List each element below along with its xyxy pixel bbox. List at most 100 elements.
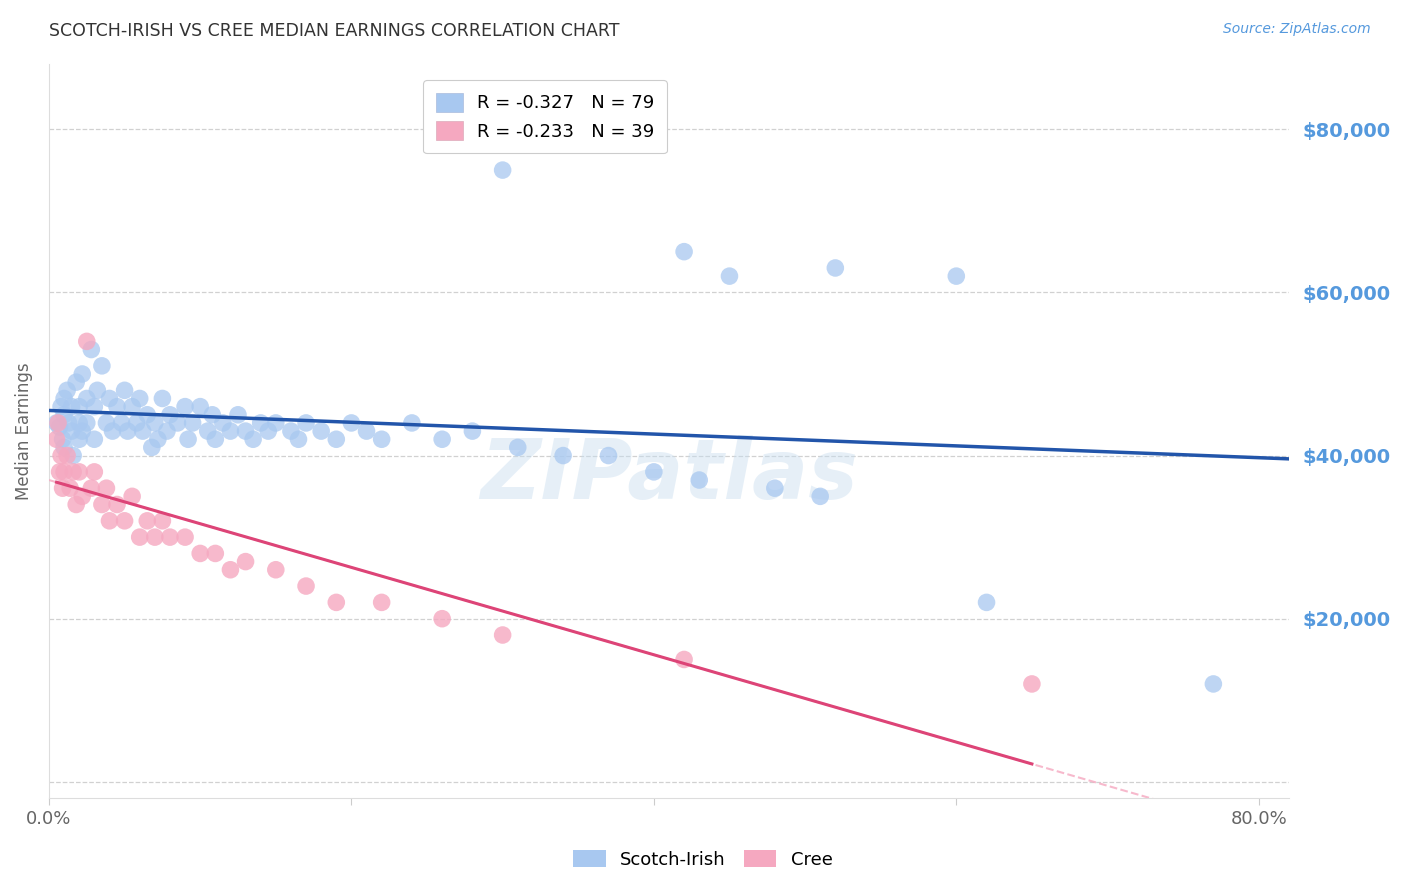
Point: [188, 546, 211, 560]
Point: [688, 473, 710, 487]
Point: [197, 424, 219, 438]
Point: [136, 408, 159, 422]
Point: [181, 416, 204, 430]
Point: [174, 400, 197, 414]
Point: [76, 392, 98, 406]
Point: [763, 481, 786, 495]
Point: [430, 612, 453, 626]
Point: [219, 563, 242, 577]
Point: [143, 416, 166, 430]
Text: Source: ZipAtlas.com: Source: ZipAtlas.com: [1223, 22, 1371, 37]
Point: [461, 424, 484, 438]
Point: [491, 163, 513, 178]
Point: [45, 416, 67, 430]
Point: [401, 416, 423, 430]
Point: [101, 424, 124, 438]
Point: [114, 514, 136, 528]
Point: [110, 416, 132, 430]
Point: [128, 530, 150, 544]
Point: [309, 424, 332, 438]
Point: [105, 498, 128, 512]
Point: [67, 432, 90, 446]
Point: [70, 489, 93, 503]
Point: [325, 595, 347, 609]
Point: [65, 498, 87, 512]
Point: [105, 400, 128, 414]
Point: [159, 408, 181, 422]
Point: [808, 489, 831, 503]
Point: [235, 555, 257, 569]
Point: [58, 416, 80, 430]
Point: [242, 432, 264, 446]
Point: [430, 432, 453, 446]
Point: [598, 449, 620, 463]
Point: [62, 465, 84, 479]
Point: [1202, 677, 1225, 691]
Point: [226, 408, 249, 422]
Point: [70, 367, 93, 381]
Point: [53, 392, 76, 406]
Point: [325, 432, 347, 446]
Point: [150, 514, 173, 528]
Point: [249, 416, 271, 430]
Point: [62, 449, 84, 463]
Point: [166, 416, 188, 430]
Point: [143, 530, 166, 544]
Point: [673, 244, 696, 259]
Point: [212, 416, 235, 430]
Point: [96, 481, 118, 495]
Point: [65, 375, 87, 389]
Point: [188, 400, 211, 414]
Point: [53, 441, 76, 455]
Point: [204, 432, 226, 446]
Point: [976, 595, 998, 609]
Point: [76, 334, 98, 349]
Point: [121, 489, 143, 503]
Point: [80, 343, 103, 357]
Point: [67, 400, 90, 414]
Point: [201, 408, 224, 422]
Point: [45, 432, 67, 446]
Point: [177, 432, 200, 446]
Point: [46, 416, 69, 430]
Point: [49, 400, 72, 414]
Point: [70, 424, 93, 438]
Point: [219, 424, 242, 438]
Point: [59, 481, 82, 495]
Point: [673, 652, 696, 666]
Point: [114, 384, 136, 398]
Point: [553, 449, 575, 463]
Point: [67, 465, 90, 479]
Point: [150, 392, 173, 406]
Point: [370, 432, 392, 446]
Point: [340, 416, 363, 430]
Point: [52, 481, 75, 495]
Point: [98, 514, 121, 528]
Point: [125, 416, 148, 430]
Point: [48, 465, 70, 479]
Legend: Scotch-Irish, Cree: Scotch-Irish, Cree: [567, 843, 839, 876]
Point: [83, 432, 105, 446]
Point: [60, 424, 83, 438]
Point: [356, 424, 378, 438]
Point: [60, 400, 83, 414]
Point: [96, 416, 118, 430]
Legend: R = -0.327   N = 79, R = -0.233   N = 39: R = -0.327 N = 79, R = -0.233 N = 39: [423, 80, 666, 153]
Point: [56, 384, 79, 398]
Point: [136, 514, 159, 528]
Point: [235, 424, 257, 438]
Point: [141, 441, 163, 455]
Point: [146, 432, 169, 446]
Point: [824, 260, 846, 275]
Point: [491, 628, 513, 642]
Point: [643, 465, 665, 479]
Point: [370, 595, 392, 609]
Point: [83, 465, 105, 479]
Point: [945, 269, 967, 284]
Point: [295, 416, 318, 430]
Point: [264, 563, 287, 577]
Point: [174, 530, 197, 544]
Point: [718, 269, 741, 284]
Point: [1021, 677, 1043, 691]
Point: [76, 416, 98, 430]
